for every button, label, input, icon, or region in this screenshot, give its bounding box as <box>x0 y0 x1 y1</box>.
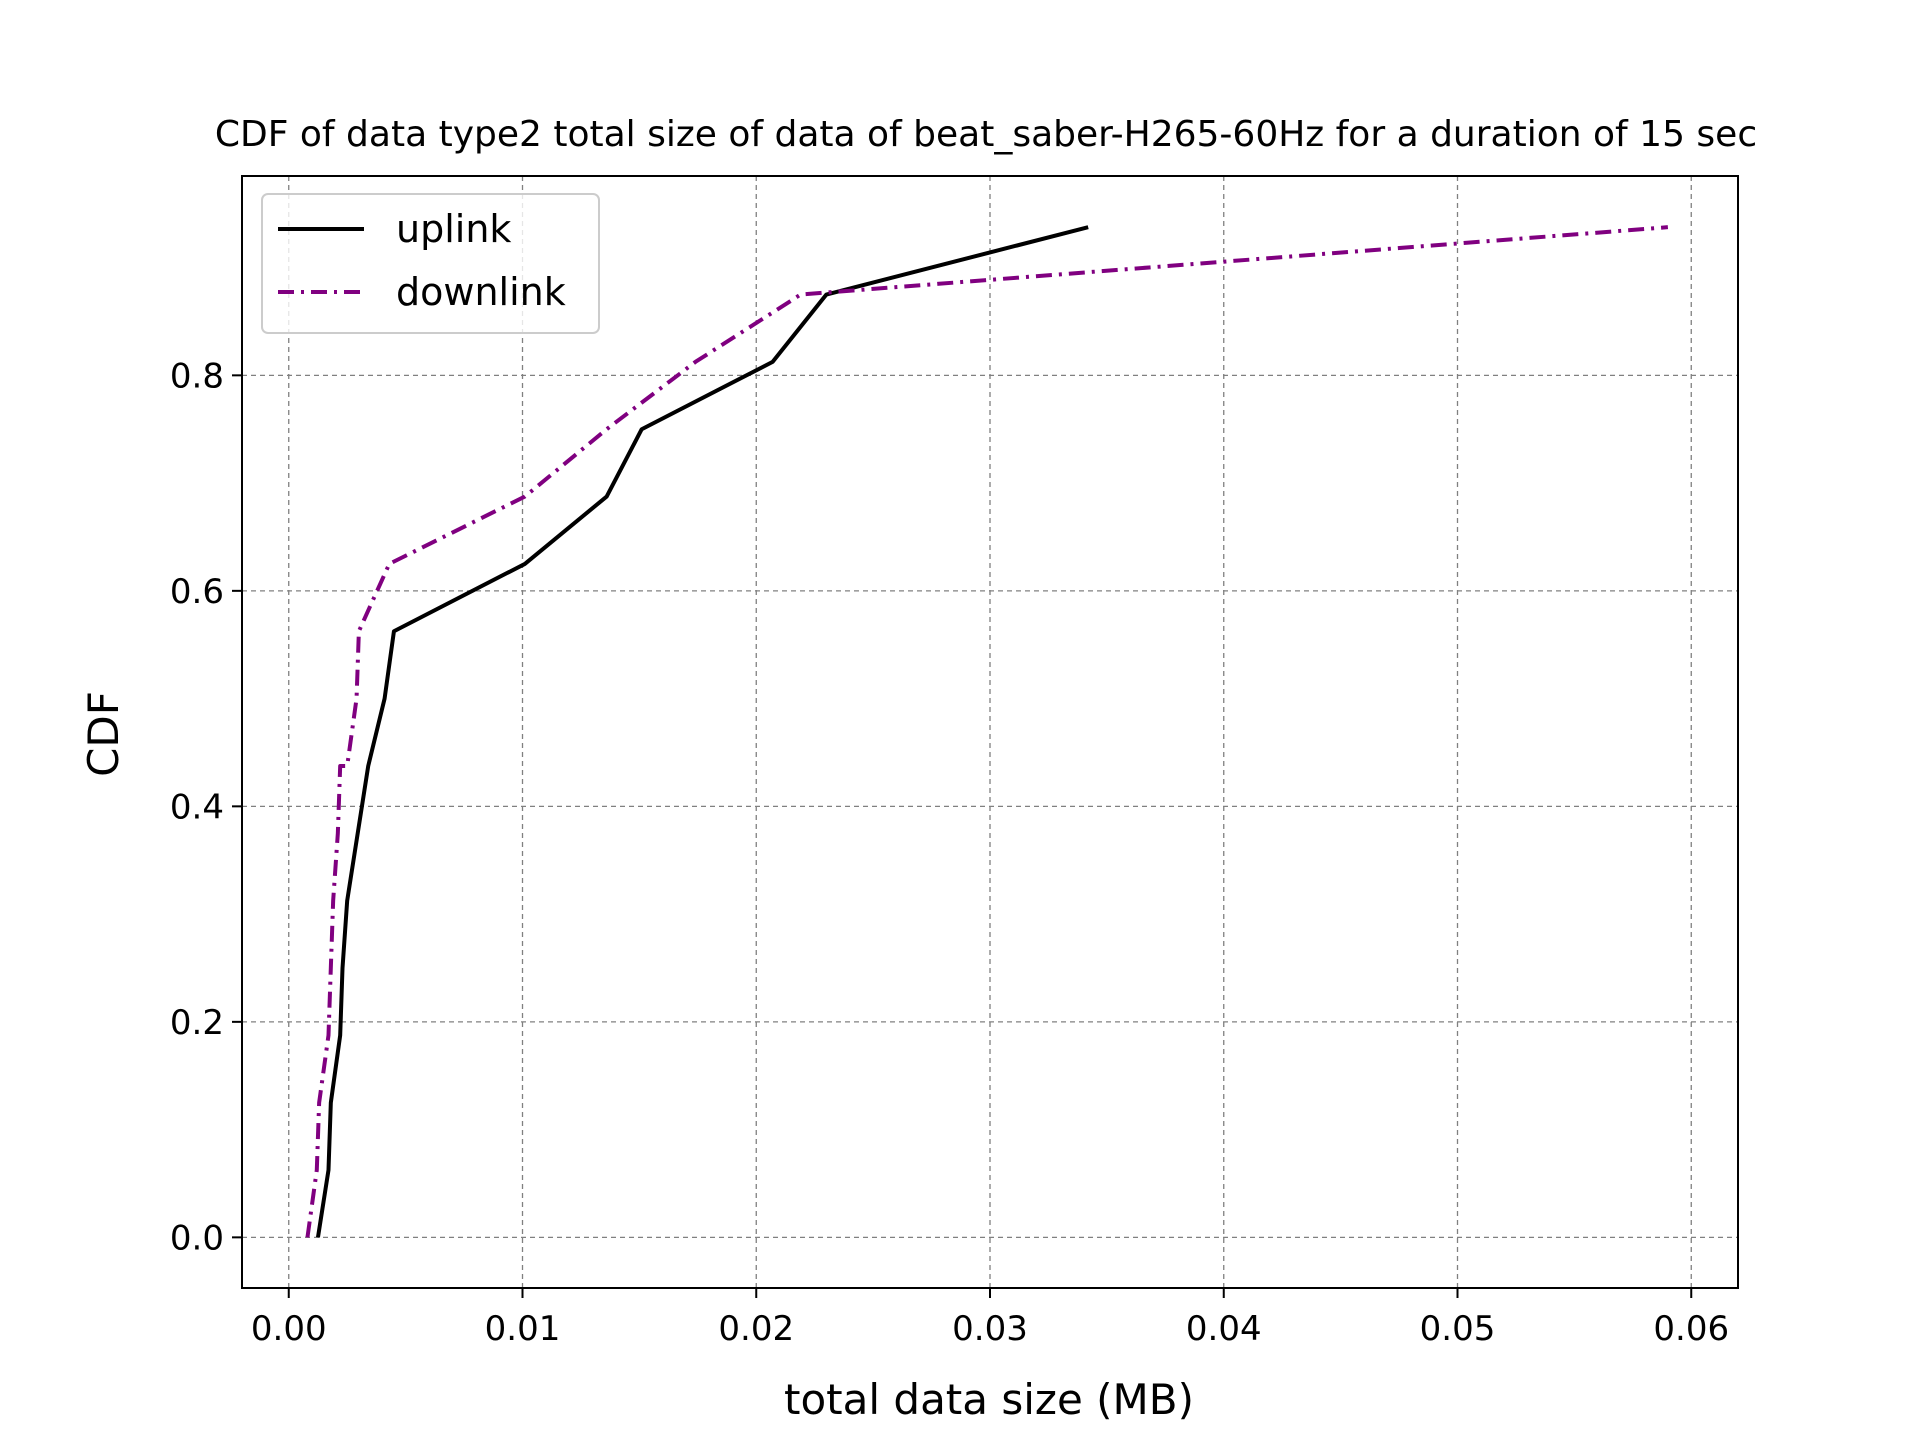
x-tick-label: 0.00 <box>251 1309 327 1349</box>
x-ticks: 0.00 0.01 0.02 0.03 0.04 0.05 0.06 <box>251 1288 1729 1349</box>
x-tick-label: 0.06 <box>1653 1309 1729 1349</box>
legend-label-downlink: downlink <box>396 270 566 314</box>
y-tick-label: 0.0 <box>170 1218 224 1258</box>
x-tick-label: 0.02 <box>718 1309 794 1349</box>
y-axis-label: CDF <box>79 691 128 777</box>
y-tick-label: 0.8 <box>170 356 224 396</box>
chart-title: CDF of data type2 total size of data of … <box>215 114 1757 155</box>
grid <box>242 176 1738 1288</box>
series-lines <box>305 225 1669 1238</box>
y-tick-label: 0.4 <box>170 787 224 827</box>
x-tick-label: 0.05 <box>1420 1309 1496 1349</box>
y-tick-label: 0.6 <box>170 572 224 612</box>
x-tick-label: 0.04 <box>1186 1309 1262 1349</box>
x-axis-label: total data size (MB) <box>784 1375 1194 1424</box>
x-tick-label: 0.01 <box>485 1309 561 1349</box>
y-tick-label: 0.2 <box>170 1003 224 1043</box>
y-ticks: 0.0 0.2 0.4 0.6 0.8 <box>170 356 242 1258</box>
x-tick-label: 0.03 <box>952 1309 1028 1349</box>
legend: uplink downlink <box>261 193 600 334</box>
legend-label-uplink: uplink <box>396 207 511 251</box>
series-line-downlink <box>305 225 1669 1238</box>
